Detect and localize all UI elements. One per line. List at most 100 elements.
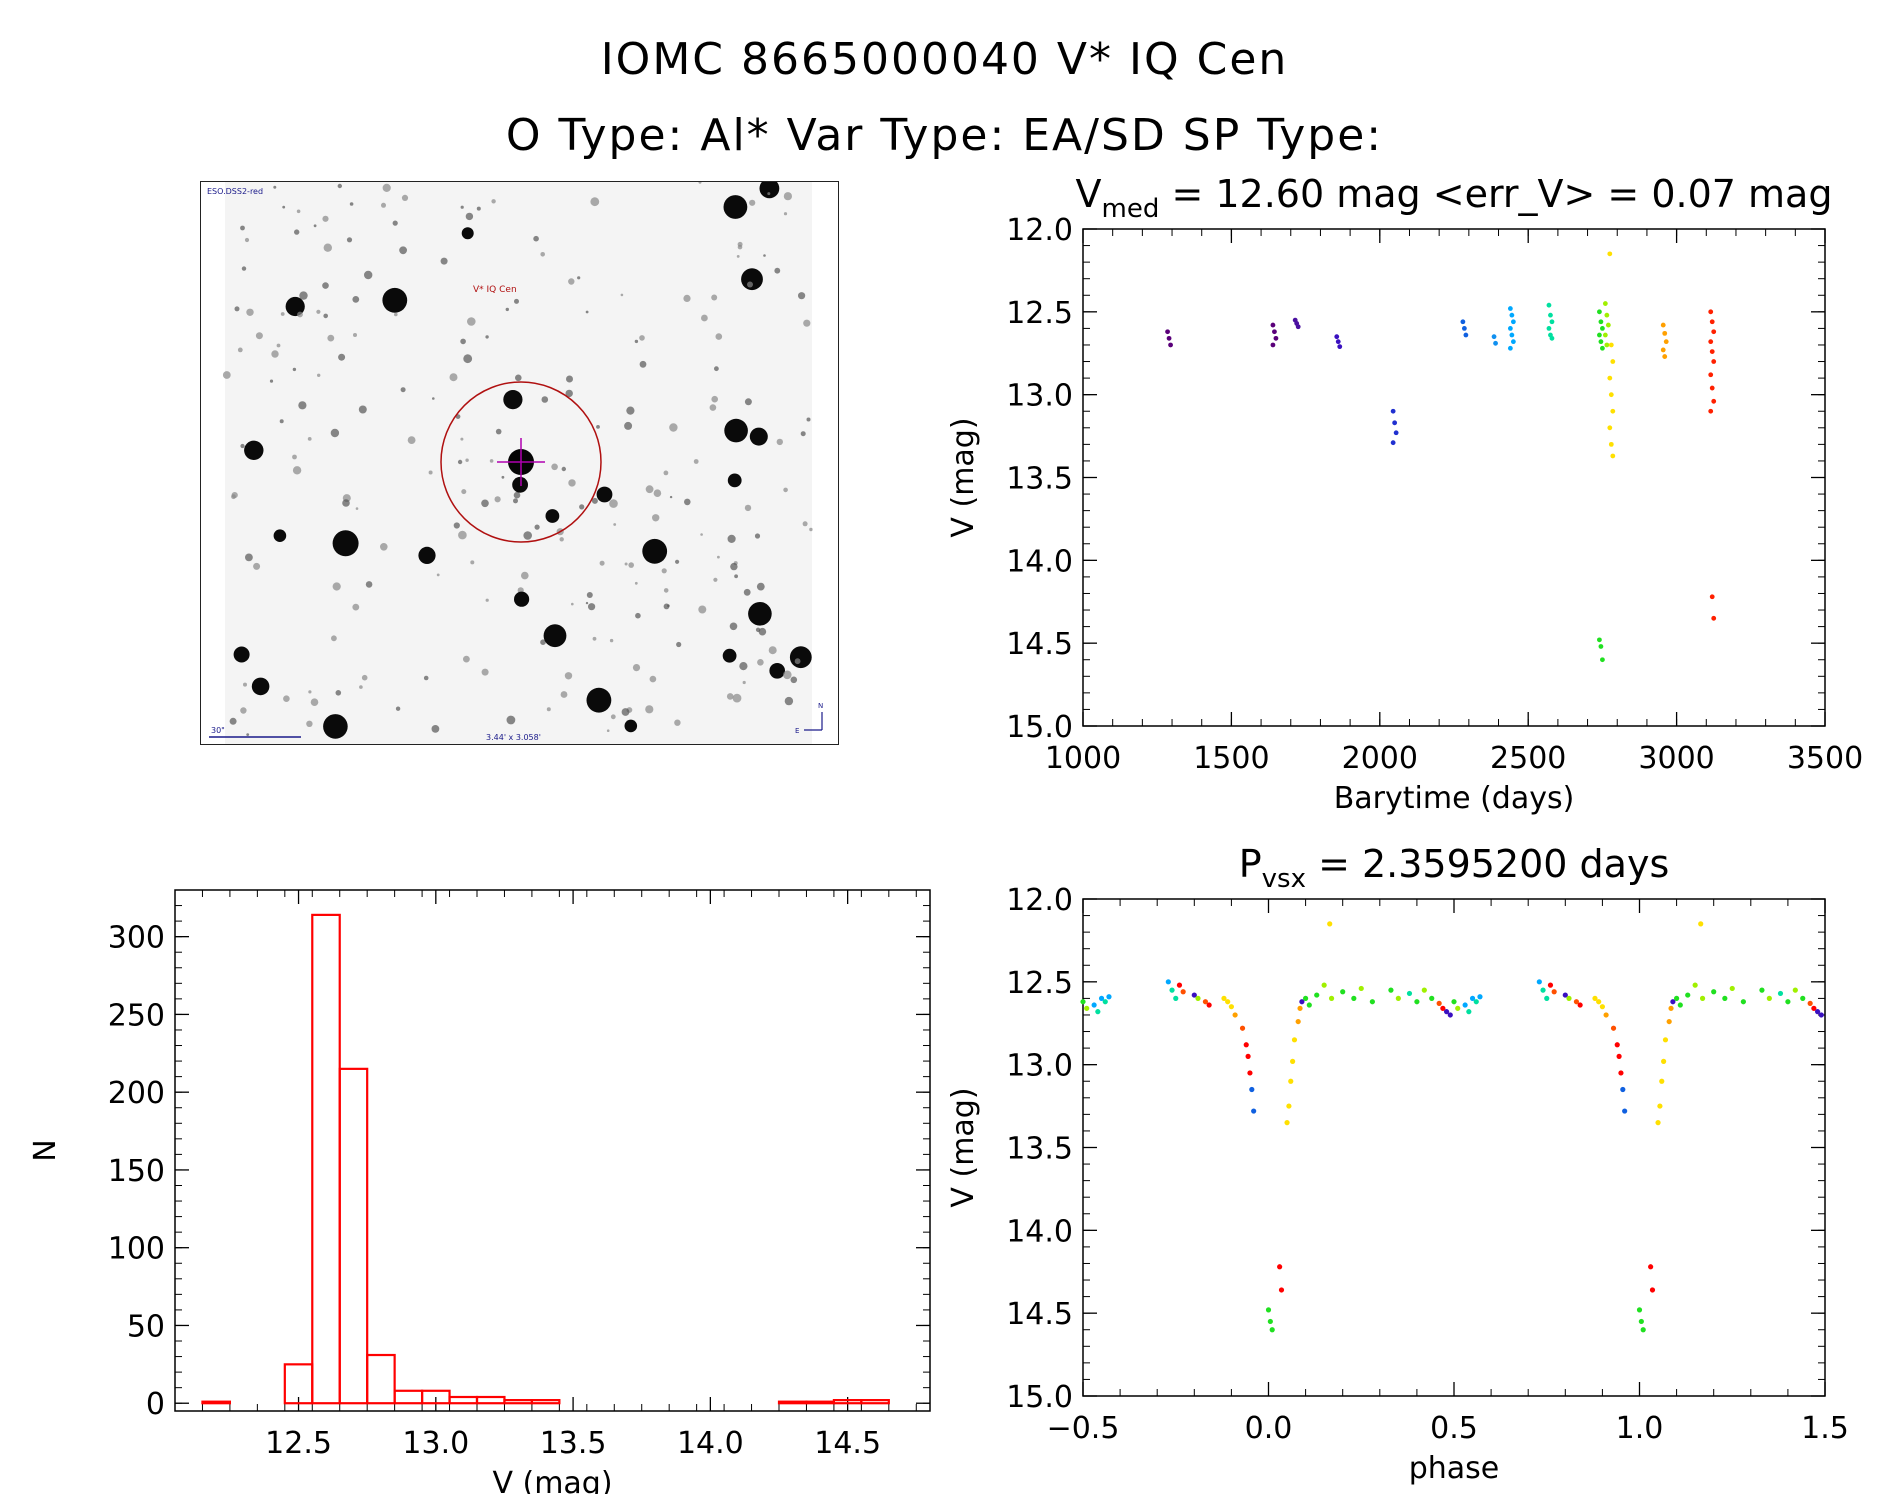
y-tick-label: 200 bbox=[108, 1076, 165, 1111]
star bbox=[245, 553, 253, 562]
star bbox=[523, 531, 532, 540]
data-point bbox=[1297, 1005, 1303, 1011]
star bbox=[292, 454, 297, 460]
star bbox=[803, 319, 811, 327]
star bbox=[560, 691, 568, 698]
data-point bbox=[1392, 420, 1398, 426]
star bbox=[642, 538, 668, 564]
star bbox=[624, 562, 628, 566]
star bbox=[240, 225, 245, 231]
star bbox=[229, 717, 237, 725]
star bbox=[276, 343, 281, 348]
x-tick-label: 3500 bbox=[1787, 741, 1863, 776]
star bbox=[565, 389, 573, 398]
star bbox=[395, 706, 401, 711]
target-crosshair-icon bbox=[497, 438, 545, 486]
star bbox=[592, 636, 597, 641]
star bbox=[758, 627, 767, 636]
data-point bbox=[1692, 982, 1698, 988]
star bbox=[610, 714, 616, 720]
star bbox=[364, 270, 373, 280]
star bbox=[628, 562, 634, 568]
data-point bbox=[1597, 309, 1602, 315]
star bbox=[332, 530, 359, 557]
star bbox=[711, 294, 718, 301]
data-point bbox=[1206, 1002, 1212, 1008]
y-tick-label: 13.0 bbox=[1006, 379, 1073, 414]
x-axis-label: phase bbox=[1409, 1451, 1500, 1486]
data-point bbox=[1698, 921, 1704, 927]
star bbox=[739, 662, 748, 671]
star bbox=[280, 312, 285, 316]
star bbox=[676, 641, 682, 648]
star bbox=[767, 192, 771, 196]
data-point bbox=[1447, 1012, 1453, 1018]
star bbox=[316, 309, 321, 314]
star bbox=[783, 192, 793, 201]
star bbox=[382, 287, 408, 313]
x-tick-label: 14.0 bbox=[677, 1426, 744, 1461]
star bbox=[783, 212, 788, 216]
data-point bbox=[1666, 1018, 1672, 1025]
data-point bbox=[1708, 309, 1714, 315]
star bbox=[222, 371, 231, 379]
data-point bbox=[1351, 995, 1357, 1002]
data-point bbox=[1390, 440, 1396, 446]
star bbox=[701, 314, 708, 322]
histogram-bar bbox=[475, 1395, 506, 1405]
star bbox=[269, 379, 274, 383]
star bbox=[271, 350, 279, 358]
data-point bbox=[1239, 1025, 1246, 1031]
data-point bbox=[1596, 999, 1602, 1005]
star bbox=[649, 675, 657, 683]
star bbox=[382, 183, 391, 192]
data-point bbox=[1335, 339, 1341, 345]
data-point bbox=[1334, 334, 1340, 340]
star bbox=[564, 672, 573, 680]
data-point bbox=[1469, 995, 1476, 1002]
data-point bbox=[1604, 342, 1610, 348]
data-point bbox=[1443, 1009, 1450, 1015]
star bbox=[352, 603, 360, 611]
histogram-bar bbox=[311, 913, 341, 1405]
y-tick-label: 0 bbox=[146, 1387, 165, 1422]
star bbox=[327, 334, 335, 342]
data-point bbox=[1249, 1086, 1255, 1093]
star bbox=[634, 581, 638, 585]
data-point bbox=[1660, 322, 1666, 328]
data-point bbox=[1709, 349, 1715, 354]
data-point bbox=[1709, 319, 1715, 325]
data-point bbox=[1306, 1002, 1312, 1008]
star bbox=[463, 655, 470, 663]
data-point bbox=[1507, 345, 1513, 351]
star bbox=[585, 310, 589, 314]
data-point bbox=[1327, 921, 1333, 927]
star bbox=[749, 427, 768, 446]
star bbox=[514, 591, 530, 607]
x-tick-label: 1.5 bbox=[1801, 1411, 1849, 1446]
star bbox=[596, 425, 600, 429]
data-point bbox=[1614, 1042, 1620, 1048]
star bbox=[790, 676, 798, 684]
data-point bbox=[1562, 992, 1568, 998]
x-tick-label: 14.5 bbox=[814, 1426, 881, 1461]
data-point bbox=[1466, 1009, 1472, 1015]
star bbox=[700, 533, 703, 536]
data-point bbox=[1225, 999, 1231, 1005]
data-point bbox=[1429, 995, 1435, 1002]
plot-frame bbox=[1082, 228, 1826, 727]
data-point bbox=[1785, 999, 1791, 1005]
survey-label: ESO.DSS2-red bbox=[207, 187, 263, 196]
star bbox=[491, 199, 496, 204]
x-tick-label: 1000 bbox=[1045, 741, 1121, 776]
star bbox=[503, 390, 523, 410]
data-point bbox=[1598, 319, 1604, 325]
y-tick-label: 12.5 bbox=[1006, 966, 1073, 1001]
data-point bbox=[1267, 1318, 1273, 1325]
data-point bbox=[1607, 425, 1613, 431]
data-point bbox=[1607, 375, 1613, 381]
data-point bbox=[1674, 995, 1680, 1002]
star bbox=[461, 489, 467, 495]
data-point bbox=[1166, 335, 1172, 341]
data-point bbox=[1509, 332, 1515, 338]
